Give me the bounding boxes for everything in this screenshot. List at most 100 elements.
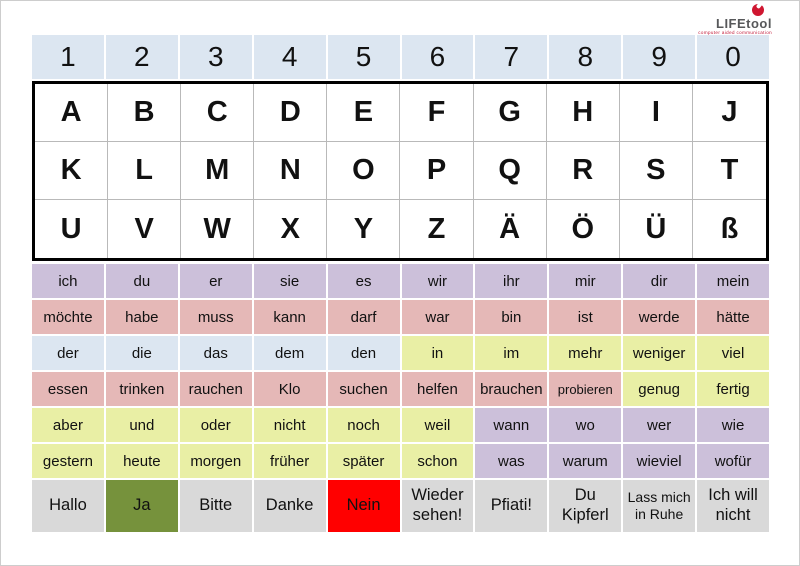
number-cell[interactable]: 7 [475, 35, 548, 79]
word-cell[interactable]: mein [697, 264, 769, 298]
letter-cell[interactable]: W [181, 200, 255, 258]
word-cell[interactable]: weil [401, 408, 474, 442]
letter-cell[interactable]: F [400, 84, 474, 142]
word-cell[interactable]: helfen [401, 372, 474, 406]
letter-cell[interactable]: M [181, 142, 255, 200]
word-cell[interactable]: viel [697, 336, 769, 370]
letter-cell[interactable]: Ö [546, 200, 620, 258]
word-cell[interactable]: dem [253, 336, 326, 370]
word-cell[interactable]: brauchen [475, 372, 548, 406]
word-cell[interactable]: früher [253, 444, 326, 478]
number-cell[interactable]: 1 [32, 35, 104, 79]
letter-cell[interactable]: Y [327, 200, 401, 258]
word-cell[interactable]: später [327, 444, 400, 478]
number-cell[interactable]: 9 [623, 35, 696, 79]
word-cell[interactable]: aber [32, 408, 104, 442]
word-cell[interactable]: wann [475, 408, 548, 442]
word-cell[interactable]: genug [623, 372, 696, 406]
word-cell[interactable]: wer [623, 408, 696, 442]
word-cell[interactable]: in [401, 336, 474, 370]
phrase-cell[interactable]: Nein [327, 480, 400, 532]
phrase-cell[interactable]: Lass mich in Ruhe [623, 480, 696, 532]
word-cell[interactable]: muss [179, 300, 252, 334]
number-cell[interactable]: 4 [253, 35, 326, 79]
phrase-cell[interactable]: Bitte [179, 480, 252, 532]
word-cell[interactable]: was [475, 444, 548, 478]
word-cell[interactable]: oder [179, 408, 252, 442]
letter-cell[interactable]: B [108, 84, 182, 142]
letter-cell[interactable]: L [108, 142, 182, 200]
word-cell[interactable]: essen [32, 372, 104, 406]
letter-cell[interactable]: U [35, 200, 109, 258]
word-cell[interactable]: rauchen [179, 372, 252, 406]
word-cell[interactable]: wir [401, 264, 474, 298]
word-cell[interactable]: gestern [32, 444, 104, 478]
word-cell[interactable]: nicht [253, 408, 326, 442]
word-cell[interactable]: im [475, 336, 548, 370]
letter-cell[interactable]: Z [400, 200, 474, 258]
phrase-cell[interactable]: Wieder sehen! [401, 480, 474, 532]
letter-cell[interactable]: C [181, 84, 255, 142]
word-cell[interactable]: und [105, 408, 178, 442]
word-cell[interactable]: mir [549, 264, 622, 298]
letter-cell[interactable]: H [546, 84, 620, 142]
letter-cell[interactable]: K [35, 142, 109, 200]
phrase-cell[interactable]: Danke [253, 480, 326, 532]
word-cell[interactable]: mehr [549, 336, 622, 370]
letter-cell[interactable]: V [108, 200, 182, 258]
number-cell[interactable]: 8 [549, 35, 622, 79]
letter-cell[interactable]: I [619, 84, 693, 142]
word-cell[interactable]: ist [549, 300, 622, 334]
letter-cell[interactable]: T [692, 142, 766, 200]
number-cell[interactable]: 6 [401, 35, 474, 79]
word-cell[interactable]: er [179, 264, 252, 298]
letter-cell[interactable]: Ü [619, 200, 693, 258]
phrase-cell[interactable]: Du Kipferl [549, 480, 622, 532]
word-cell[interactable]: die [105, 336, 178, 370]
letter-cell[interactable]: N [254, 142, 328, 200]
letter-cell[interactable]: Q [473, 142, 547, 200]
word-cell[interactable]: hätte [697, 300, 769, 334]
word-cell[interactable]: warum [549, 444, 622, 478]
word-cell[interactable]: heute [105, 444, 178, 478]
word-cell[interactable]: ihr [475, 264, 548, 298]
number-cell[interactable]: 5 [327, 35, 400, 79]
letter-cell[interactable]: ß [692, 200, 766, 258]
letter-cell[interactable]: E [327, 84, 401, 142]
word-cell[interactable]: war [401, 300, 474, 334]
word-cell[interactable]: es [327, 264, 400, 298]
word-cell[interactable]: wieviel [623, 444, 696, 478]
word-cell[interactable]: du [105, 264, 178, 298]
phrase-cell[interactable]: Hallo [32, 480, 104, 532]
letter-cell[interactable]: G [473, 84, 547, 142]
number-cell[interactable]: 0 [697, 35, 769, 79]
word-cell[interactable]: ich [32, 264, 104, 298]
word-cell[interactable]: suchen [327, 372, 400, 406]
word-cell[interactable]: morgen [179, 444, 252, 478]
letter-cell[interactable]: X [254, 200, 328, 258]
word-cell[interactable]: trinken [105, 372, 178, 406]
word-cell[interactable]: den [327, 336, 400, 370]
phrase-cell[interactable]: Ja [105, 480, 178, 532]
word-cell[interactable]: weniger [623, 336, 696, 370]
letter-cell[interactable]: P [400, 142, 474, 200]
letter-cell[interactable]: A [35, 84, 109, 142]
phrase-cell[interactable]: Ich will nicht [697, 480, 769, 532]
word-cell[interactable]: werde [623, 300, 696, 334]
word-cell[interactable]: wie [697, 408, 769, 442]
number-cell[interactable]: 3 [179, 35, 252, 79]
word-cell[interactable]: darf [327, 300, 400, 334]
word-cell[interactable]: wofür [697, 444, 769, 478]
word-cell[interactable]: fertig [697, 372, 769, 406]
word-cell[interactable]: möchte [32, 300, 104, 334]
phrase-cell[interactable]: Pfiati! [475, 480, 548, 532]
letter-cell[interactable]: R [546, 142, 620, 200]
word-cell[interactable]: dir [623, 264, 696, 298]
word-cell[interactable]: habe [105, 300, 178, 334]
letter-cell[interactable]: S [619, 142, 693, 200]
letter-cell[interactable]: J [692, 84, 766, 142]
number-cell[interactable]: 2 [105, 35, 178, 79]
letter-cell[interactable]: Ä [473, 200, 547, 258]
word-cell[interactable]: Klo [253, 372, 326, 406]
word-cell[interactable]: bin [475, 300, 548, 334]
